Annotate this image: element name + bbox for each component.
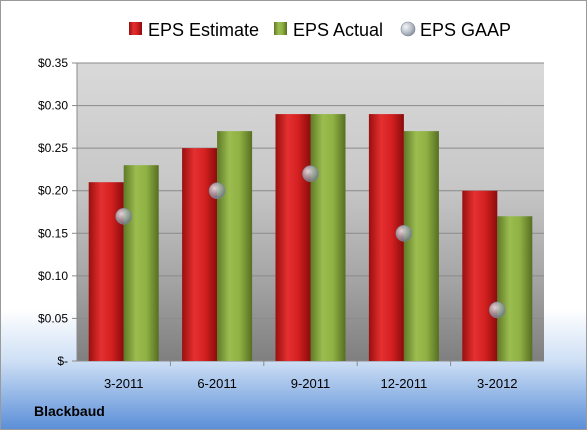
x-tick-label: 12-2011 — [381, 376, 428, 391]
marker-eps-gaap — [208, 182, 226, 200]
y-tick-label: $0.10 — [38, 269, 68, 283]
y-tick-label: $- — [57, 354, 68, 368]
marker-eps-gaap — [395, 224, 413, 242]
bar-eps-actual — [123, 165, 159, 361]
bar-eps-actual — [310, 114, 346, 361]
legend-label: EPS Estimate — [148, 20, 259, 40]
bar-eps-actual — [217, 131, 253, 361]
bar-eps-estimate — [88, 182, 124, 361]
y-tick-label: $0.35 — [38, 56, 68, 70]
bar-eps-actual — [497, 216, 533, 361]
x-tick-label: 3-2012 — [477, 376, 517, 391]
x-tick-label: 9-2011 — [291, 376, 331, 391]
y-tick-label: $0.05 — [38, 311, 68, 325]
company-name: Blackbaud — [34, 403, 105, 419]
y-tick-label: $0.25 — [38, 141, 68, 155]
marker-eps-gaap — [115, 207, 132, 225]
bar-eps-estimate — [275, 114, 311, 361]
x-tick-label: 3-2011 — [104, 376, 144, 391]
legend-label: EPS GAAP — [420, 20, 511, 40]
bar-eps-estimate — [462, 190, 498, 361]
legend-swatch — [129, 22, 142, 35]
bar-eps-actual — [403, 131, 439, 361]
bar-eps-estimate — [182, 148, 218, 361]
marker-eps-gaap — [488, 301, 506, 319]
y-tick-label: $0.20 — [38, 184, 68, 198]
marker-eps-gaap — [302, 165, 319, 182]
legend-swatch — [274, 22, 287, 35]
legend-label: EPS Actual — [293, 20, 383, 40]
legend-swatch — [400, 21, 416, 37]
x-tick-label: 6-2011 — [197, 376, 237, 391]
y-tick-label: $0.30 — [38, 99, 68, 113]
y-tick-label: $0.15 — [38, 226, 68, 240]
